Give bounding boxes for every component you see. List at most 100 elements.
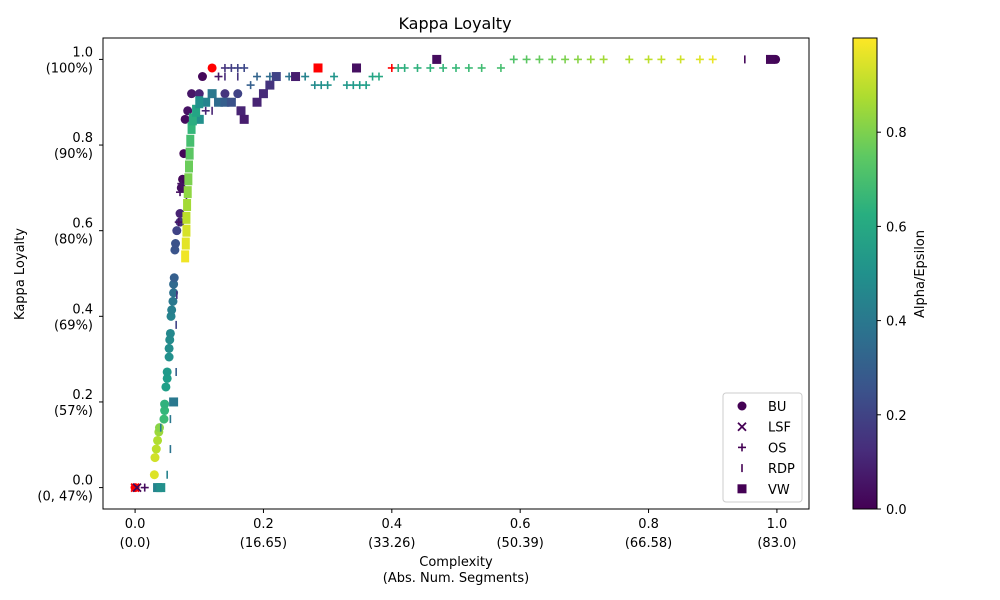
legend-label-rdp: RDP bbox=[768, 462, 795, 477]
x-tick-sublabel: (33.26) bbox=[368, 536, 415, 551]
point-bu bbox=[168, 296, 178, 306]
point-vw bbox=[207, 89, 217, 99]
colorbar-ticks: 0.0 0.2 0.4 0.6 0.8 bbox=[877, 126, 907, 518]
point-bu bbox=[220, 89, 230, 99]
point-bu bbox=[169, 288, 179, 298]
point-vw bbox=[265, 80, 275, 90]
point-bu bbox=[197, 72, 207, 82]
point-os bbox=[214, 72, 223, 81]
point-bu bbox=[172, 226, 182, 236]
point-os bbox=[477, 63, 486, 72]
point-bu bbox=[233, 89, 243, 99]
x-tick-sublabel: (66.58) bbox=[625, 536, 672, 551]
point-vw bbox=[236, 106, 246, 116]
point-os bbox=[452, 63, 460, 72]
colorbar-tick-label: 0.4 bbox=[886, 315, 907, 330]
x-axis: 0.0 (0.0) 0.2 (16.65) 0.4 (33.26) 0.6 (50.39) 0.… bbox=[120, 509, 796, 551]
point-curve bbox=[185, 160, 194, 173]
point-bu bbox=[162, 373, 172, 383]
x-b bbox=[130, 482, 140, 493]
colorbar-tick-label: 0.0 bbox=[886, 503, 907, 518]
point-os bbox=[535, 55, 544, 64]
x-tick-label: 0.0 bbox=[125, 517, 146, 532]
legend-label-bu: BU bbox=[768, 400, 786, 415]
y-tick-sublabel: (100%) bbox=[46, 61, 93, 76]
point-vw bbox=[226, 97, 236, 107]
x-tick-label: 0.6 bbox=[510, 517, 531, 532]
y-tick-label: 0.4 bbox=[72, 302, 93, 317]
point-bu bbox=[165, 328, 175, 338]
point-bu bbox=[164, 343, 174, 353]
point-os bbox=[522, 55, 531, 64]
y-tick-label: 0.2 bbox=[72, 388, 93, 403]
point-vw bbox=[432, 54, 442, 64]
point-bu bbox=[171, 239, 181, 249]
point-os bbox=[573, 55, 582, 64]
point-os bbox=[330, 72, 339, 81]
colorbar-tick-label: 0.6 bbox=[886, 220, 907, 235]
x-tick-sublabel: (16.65) bbox=[240, 536, 287, 551]
point-os bbox=[176, 188, 185, 197]
point-bu bbox=[175, 209, 185, 219]
point-os bbox=[548, 55, 557, 64]
point-vw bbox=[201, 97, 211, 107]
point-bu bbox=[169, 273, 179, 283]
legend-marker-bu bbox=[737, 401, 747, 411]
point-vw bbox=[765, 54, 775, 64]
point-vw bbox=[239, 114, 249, 124]
y-tick-sublabel: (80%) bbox=[54, 233, 93, 248]
point-os bbox=[657, 55, 666, 64]
point-curve bbox=[182, 211, 191, 224]
point-curve bbox=[185, 147, 194, 160]
point-bu bbox=[160, 399, 170, 409]
legend: BU LSF OS RDP VW bbox=[722, 392, 803, 503]
y-axis: 0.0(0, 47%) 0.2(57%) 0.4(69%) 0.6(80%) 0.8(9… bbox=[37, 45, 103, 505]
x-tick-label: 1.0 bbox=[767, 517, 788, 532]
point-vw bbox=[313, 63, 323, 73]
point-curve bbox=[181, 237, 190, 250]
y-tick-label: 0.6 bbox=[72, 217, 93, 232]
point-curve bbox=[183, 198, 192, 211]
colorbar-tick-label: 0.8 bbox=[886, 126, 907, 141]
point-os bbox=[625, 55, 634, 64]
point-os bbox=[695, 55, 704, 64]
point-os bbox=[177, 179, 186, 188]
point-vw bbox=[169, 397, 179, 407]
point-bu bbox=[159, 414, 169, 424]
point-os bbox=[400, 63, 409, 72]
x-tick-sublabel: (0.0) bbox=[120, 536, 151, 551]
point-os bbox=[509, 55, 518, 64]
y-tick-sublabel: (57%) bbox=[54, 404, 93, 419]
point-os bbox=[426, 63, 435, 72]
legend-marker-os bbox=[738, 443, 746, 452]
point-curve bbox=[182, 224, 191, 237]
legend-label-os: OS bbox=[768, 441, 786, 456]
colorbar-tick-label: 0.2 bbox=[886, 409, 907, 424]
point-bu bbox=[160, 406, 170, 416]
point-lsf bbox=[132, 482, 142, 493]
point-os bbox=[561, 55, 570, 64]
point-curve bbox=[187, 121, 196, 134]
point-curve bbox=[181, 250, 190, 263]
point-os bbox=[253, 72, 262, 81]
point-bu bbox=[187, 89, 197, 99]
point-os bbox=[240, 63, 249, 72]
point-vw bbox=[194, 114, 204, 124]
point-os bbox=[599, 55, 608, 64]
point-bu bbox=[194, 89, 204, 99]
point-bu bbox=[150, 453, 160, 463]
point-os bbox=[362, 81, 371, 90]
point-bu bbox=[153, 435, 163, 445]
chart-title: Kappa Loyalty bbox=[398, 14, 511, 33]
x-tick-label: 0.8 bbox=[638, 517, 659, 532]
point-os bbox=[676, 55, 685, 64]
y-tick-label: 0.8 bbox=[72, 131, 93, 146]
point-vw bbox=[258, 89, 268, 99]
point-os bbox=[246, 81, 255, 90]
point-os bbox=[586, 55, 595, 64]
legend-label-vw: VW bbox=[768, 483, 790, 498]
legend-box bbox=[722, 392, 803, 503]
point-os bbox=[374, 72, 383, 81]
point-curve bbox=[195, 96, 204, 109]
